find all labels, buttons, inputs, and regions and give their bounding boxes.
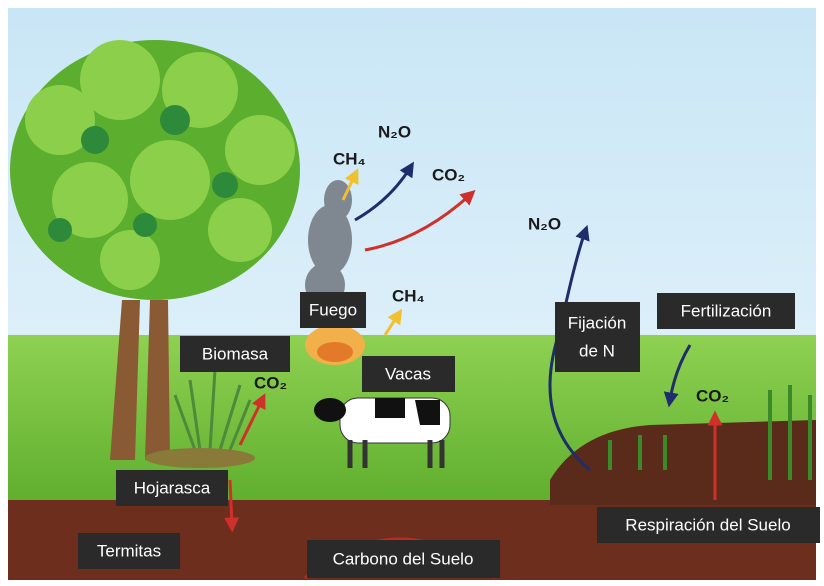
litter — [145, 448, 255, 468]
gas-label: CO₂ — [696, 386, 729, 405]
label: Fuego — [309, 300, 357, 319]
label: Hojarasca — [134, 478, 211, 497]
gas-label: CO₂ — [432, 165, 465, 184]
gas-label: CH₄ — [392, 286, 425, 305]
gas-label: N₂O — [528, 214, 561, 233]
label: Biomasa — [202, 344, 269, 363]
label: Respiración del Suelo — [625, 515, 790, 534]
label: Termitas — [97, 541, 161, 560]
illustration: Fuego Biomasa Vacas Hojarasca Termitas C… — [0, 0, 824, 586]
gas-label: CH₄ — [333, 149, 366, 168]
label: Vacas — [385, 364, 431, 383]
fire — [305, 325, 365, 365]
label: Carbono del Suelo — [333, 549, 474, 568]
label: de N — [579, 341, 615, 360]
label: Fijación — [568, 313, 627, 332]
gas-label: N₂O — [378, 122, 411, 141]
label: Fertilización — [681, 301, 772, 320]
gas-label: CO₂ — [254, 373, 287, 392]
